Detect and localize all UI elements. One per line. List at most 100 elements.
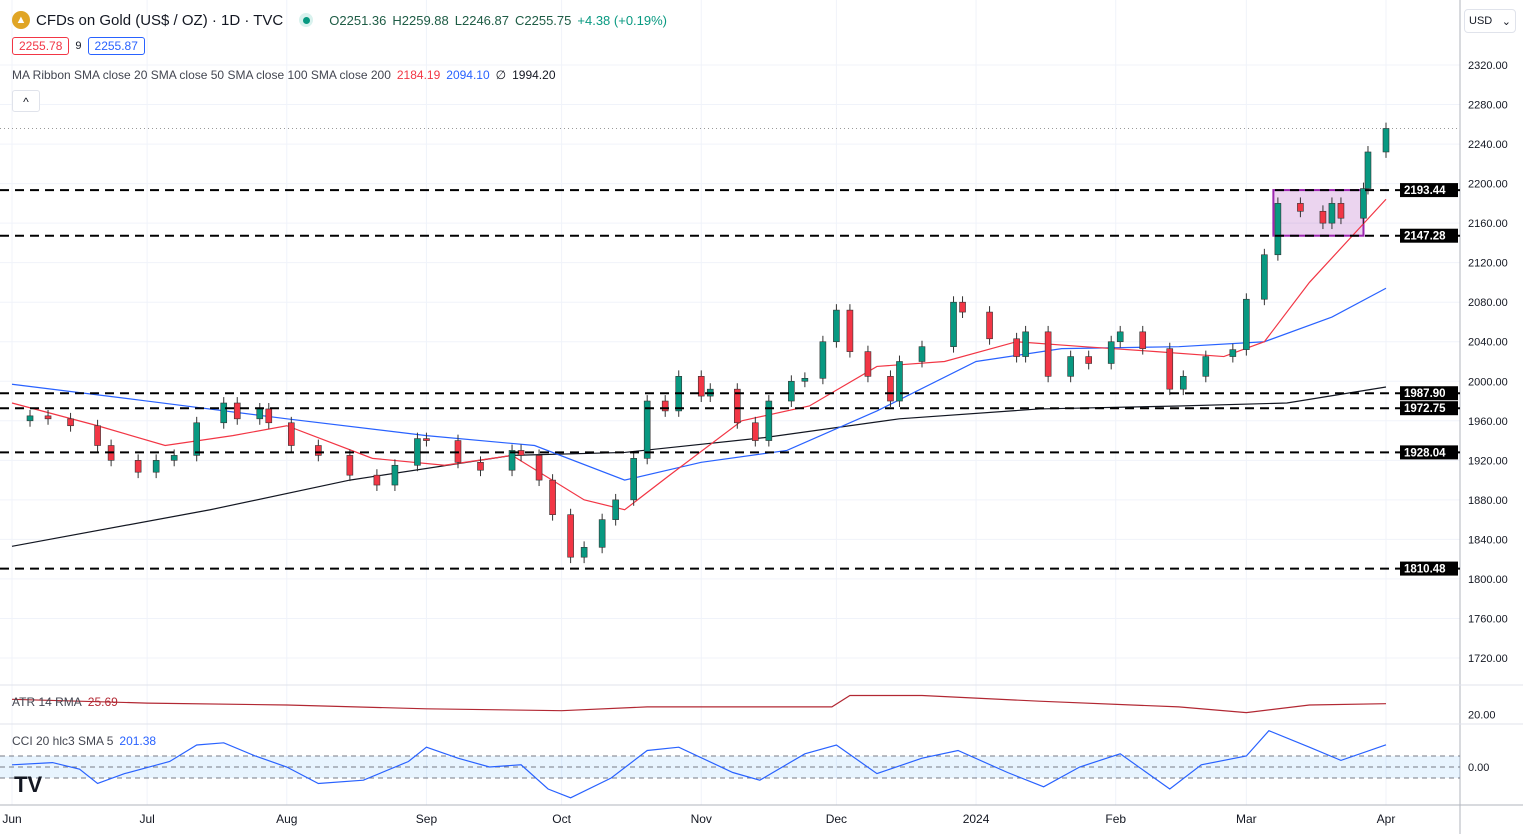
y-tick-label: 1800.00: [1468, 574, 1508, 586]
candle: [26, 415, 34, 422]
sma20-line: [11, 198, 1387, 511]
symbol-title[interactable]: CFDs on Gold (US$ / OZ) · 1D · TVC: [36, 11, 284, 29]
candle: [549, 479, 556, 515]
candle: [423, 438, 430, 441]
currency-select[interactable]: USD ⌄: [1464, 9, 1516, 33]
market-status-icon: [299, 13, 314, 27]
candle: [918, 346, 926, 362]
tradingview-logo[interactable]: TV: [14, 772, 43, 797]
sma50-line: [11, 287, 1387, 481]
y-tick-label: 2160.00: [1468, 218, 1508, 230]
atr-label: ATR 14 RMA: [12, 695, 82, 709]
candle: [765, 400, 773, 441]
cci-value: 201.38: [119, 734, 157, 748]
candle: [612, 499, 619, 520]
level-label-bg: [1400, 228, 1458, 243]
candle: [950, 301, 957, 347]
candle: [1085, 356, 1092, 364]
cci-legend[interactable]: CCI 20 hlc3 SMA 5 201.38: [12, 734, 156, 748]
symbol-legend: ▲ CFDs on Gold (US$ / OZ) · 1D · TVC O22…: [12, 11, 667, 29]
y-tick-label: 1760.00: [1468, 613, 1508, 625]
gold-icon: ▲: [12, 11, 30, 29]
x-tick-label: Jul: [139, 812, 154, 826]
candle: [508, 450, 516, 471]
candle: [1243, 298, 1250, 350]
y-tick-label: 1840.00: [1468, 534, 1508, 546]
candle: [1364, 151, 1372, 189]
ma-ribbon-legend[interactable]: MA Ribbon SMA close 20 SMA close 50 SMA …: [12, 68, 556, 82]
candle: [643, 400, 651, 459]
candle: [887, 376, 894, 402]
sma20-value: 2184.19: [396, 68, 441, 82]
level-label: 2147.28: [1404, 231, 1446, 243]
bid-ask: 2255.78 9 2255.87: [12, 37, 145, 55]
candle: [1274, 203, 1282, 256]
level-label: 1928.04: [1404, 447, 1446, 459]
candle: [1382, 128, 1390, 153]
spread: 9: [75, 40, 82, 52]
candle: [833, 309, 840, 343]
atr-tick-label: 20.00: [1468, 710, 1496, 722]
cci-label: CCI 20 hlc3 SMA 5: [12, 734, 114, 748]
candle: [1067, 356, 1074, 377]
candle: [819, 341, 827, 379]
sell-button[interactable]: 2255.78: [12, 37, 70, 55]
candle: [288, 422, 295, 446]
candle: [1044, 331, 1052, 377]
candle: [1166, 348, 1174, 390]
x-tick-label: Oct: [552, 812, 571, 826]
y-tick-label: 2200.00: [1468, 179, 1508, 191]
y-tick-label: 2000.00: [1468, 376, 1508, 388]
candle: [1337, 203, 1345, 219]
candle: [661, 400, 669, 412]
candle: [580, 547, 588, 558]
candle: [1022, 331, 1029, 357]
candle: [801, 378, 809, 382]
x-tick-label: Jun: [2, 812, 21, 826]
sma100-value: ∅: [495, 68, 507, 82]
candle: [752, 422, 759, 441]
sma200-value: 1994.20: [512, 68, 556, 82]
candle: [986, 311, 993, 340]
x-tick-label: Nov: [691, 812, 712, 826]
candle: [391, 464, 399, 486]
candle: [134, 460, 142, 473]
level-label-bg: [1400, 445, 1458, 460]
level-label: 2193.44: [1404, 185, 1446, 197]
candle: [346, 455, 354, 476]
level-label: 1972.75: [1404, 403, 1446, 415]
candle: [315, 445, 322, 456]
candle: [373, 474, 381, 486]
candle: [567, 514, 574, 558]
candle: [256, 408, 264, 420]
y-tick-label: 1960.00: [1468, 416, 1508, 428]
cci-line: [11, 729, 1387, 799]
candle: [1360, 188, 1367, 219]
level-label: 1810.48: [1404, 564, 1446, 576]
x-tick-label: Feb: [1105, 812, 1126, 826]
y-tick-label: 2320.00: [1468, 60, 1508, 72]
candle: [94, 425, 101, 446]
candle: [788, 380, 795, 402]
atr-legend[interactable]: ATR 14 RMA 25.69: [12, 695, 118, 709]
y-tick-label: 1880.00: [1468, 495, 1508, 507]
ohlc-change: +4.38 (+0.19%): [577, 12, 668, 28]
buy-button[interactable]: 2255.87: [87, 37, 145, 55]
ohlc-close: C2255.75: [515, 12, 572, 28]
candle: [170, 455, 178, 461]
x-tick-label: Sep: [416, 812, 438, 826]
level-label-bg: [1400, 401, 1458, 416]
x-tick-label: 2024: [963, 812, 990, 826]
candle: [864, 351, 872, 377]
level-label-bg: [1400, 183, 1458, 198]
candle: [1179, 376, 1187, 390]
x-tick-label: Mar: [1236, 812, 1257, 826]
candle: [1013, 338, 1020, 357]
collapse-legend-button[interactable]: ^: [12, 90, 40, 112]
candle: [630, 458, 637, 501]
candle: [414, 438, 421, 466]
candle: [152, 460, 160, 473]
atr-line: [11, 694, 1387, 714]
candle: [1139, 331, 1147, 349]
